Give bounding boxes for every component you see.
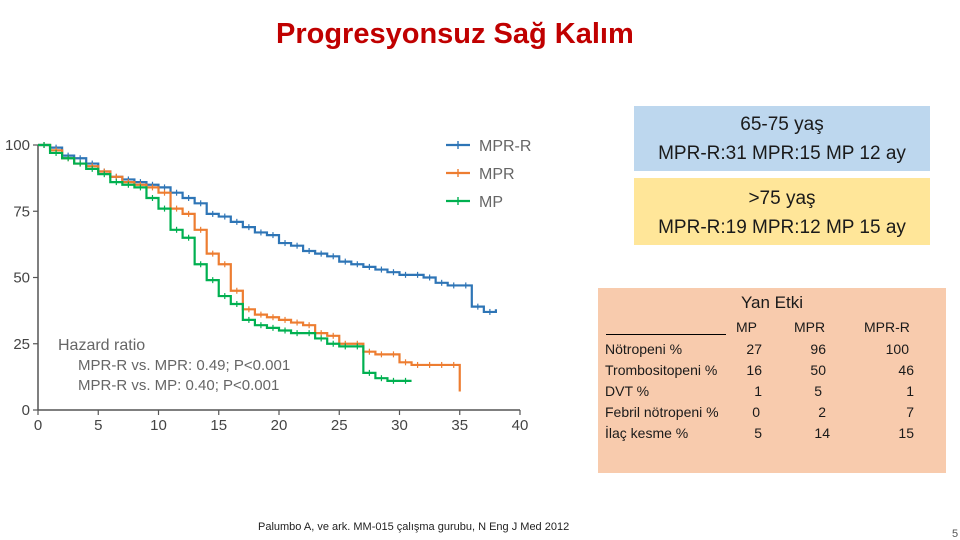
subgroup-title: 65-75 yaş xyxy=(740,114,824,135)
cell-mp: 0 xyxy=(752,404,760,420)
kaplan-meier-chart: 0 5 10 15 20 25 30 35 40 0 25 50 75 100 MPR-R MPR MP Ha… xyxy=(5,137,531,434)
cell-mpr-r: 7 xyxy=(906,404,914,420)
x-tick-label: 10 xyxy=(150,417,167,434)
legend-label-mpr: MPR xyxy=(479,166,515,183)
subgroup-line: MPR-R:19 MPR:12 MP 15 ay xyxy=(658,217,906,238)
x-tick-label: 5 xyxy=(94,417,102,434)
annotation-heading: Hazard ratio xyxy=(58,337,145,354)
row-label: Febril nötropeni % xyxy=(605,404,719,420)
page-title: Progresyonsuz Sağ Kalım xyxy=(276,18,634,50)
column-header-mp: MP xyxy=(736,319,757,335)
column-header-mpr-r: MPR-R xyxy=(864,319,910,335)
x-tick-label: 25 xyxy=(331,417,348,434)
cell-mp: 27 xyxy=(746,341,762,357)
cell-mp: 16 xyxy=(746,362,762,378)
y-tick-label: 25 xyxy=(13,336,30,353)
chart-legend: MPR-R MPR MP xyxy=(446,138,531,211)
x-tick-label: 40 xyxy=(512,417,529,434)
cell-mpr-r: 15 xyxy=(898,425,914,441)
row-label: İlaç kesme % xyxy=(605,425,689,441)
y-tick-label: 100 xyxy=(5,137,30,154)
x-tick-label: 0 xyxy=(34,417,42,434)
cell-mpr: 96 xyxy=(810,341,826,357)
cell-mpr: 14 xyxy=(814,425,830,441)
adverse-events-table: Yan Etki MP MPR MPR-R Nötropeni % 27 96 … xyxy=(598,288,946,473)
citation-footnote: Palumbo A, ve ark. MM-015 çalışma gurubu… xyxy=(258,521,570,533)
row-label: Nötropeni % xyxy=(605,341,683,357)
y-tick-label: 0 xyxy=(22,402,30,419)
annotation-line: MPR-R vs. MP: 0.40; P<0.001 xyxy=(78,377,279,394)
y-tick-label: 50 xyxy=(13,270,30,287)
header-underline xyxy=(606,334,726,335)
x-tick-label: 20 xyxy=(271,417,288,434)
y-tick-label: 75 xyxy=(13,203,30,220)
column-header-mpr: MPR xyxy=(794,319,826,335)
row-label: Trombositopeni % xyxy=(605,362,718,378)
cell-mpr: 5 xyxy=(814,383,822,399)
row-label: DVT % xyxy=(605,383,650,399)
subgroup-box-65-75: 65-75 yaş MPR-R:31 MPR:15 MP 12 ay xyxy=(634,106,930,171)
survival-curve-mpr-r xyxy=(38,143,497,314)
cell-mpr-r: 1 xyxy=(906,383,914,399)
legend-label-mpr-r: MPR-R xyxy=(479,138,531,155)
x-tick-label: 30 xyxy=(391,417,408,434)
cell-mpr-r: 46 xyxy=(898,362,914,378)
cell-mpr-r: 100 xyxy=(885,341,909,357)
subgroup-line: MPR-R:31 MPR:15 MP 12 ay xyxy=(658,143,906,164)
cell-mpr: 50 xyxy=(810,362,826,378)
cell-mpr: 2 xyxy=(818,404,826,420)
chart-series xyxy=(38,142,497,392)
subgroup-box-75-plus: >75 yaş MPR-R:19 MPR:12 MP 15 ay xyxy=(634,178,930,245)
survival-curve-mp xyxy=(38,143,412,382)
annotation-line: MPR-R vs. MPR: 0.49; P<0.001 xyxy=(78,357,290,374)
legend-label-mp: MP xyxy=(479,194,503,211)
hazard-ratio-annotation: Hazard ratio MPR-R vs. MPR: 0.49; P<0.001… xyxy=(58,337,290,394)
survival-curve-mpr xyxy=(38,143,461,392)
adverse-events-title: Yan Etki xyxy=(740,293,804,312)
cell-mp: 5 xyxy=(754,425,762,441)
x-tick-label: 35 xyxy=(451,417,468,434)
page-number: 5 xyxy=(952,528,959,540)
cell-mp: 1 xyxy=(754,383,762,399)
subgroup-title: >75 yaş xyxy=(748,188,816,209)
x-tick-label: 15 xyxy=(210,417,227,434)
chart-axes: 0 5 10 15 20 25 30 35 40 0 25 50 75 100 xyxy=(5,137,528,434)
